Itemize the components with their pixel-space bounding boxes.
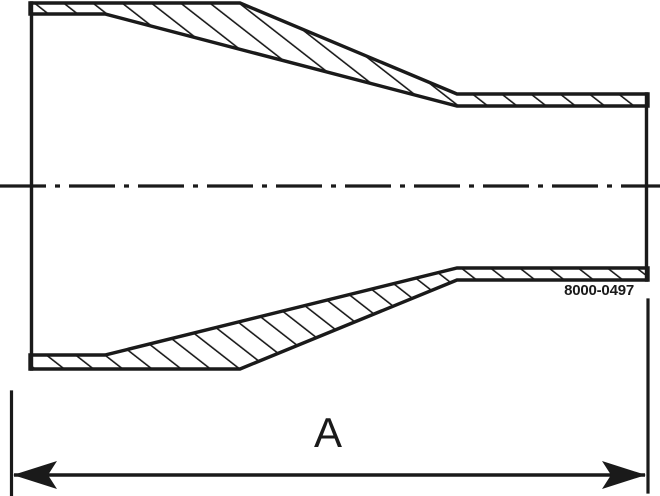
part-number-label: 8000-0497 (564, 282, 634, 299)
dimension-line-a (13, 461, 646, 489)
dimension-arrow-left (13, 461, 57, 489)
lower-wall-section (28, 266, 650, 371)
dimension-arrow-right (602, 461, 646, 489)
lower-wall-hatch-fill (30, 268, 648, 369)
upper-wall-section (28, 1, 650, 108)
upper-wall-hatch-fill (30, 3, 648, 106)
dimension-label-a: A (313, 409, 342, 456)
